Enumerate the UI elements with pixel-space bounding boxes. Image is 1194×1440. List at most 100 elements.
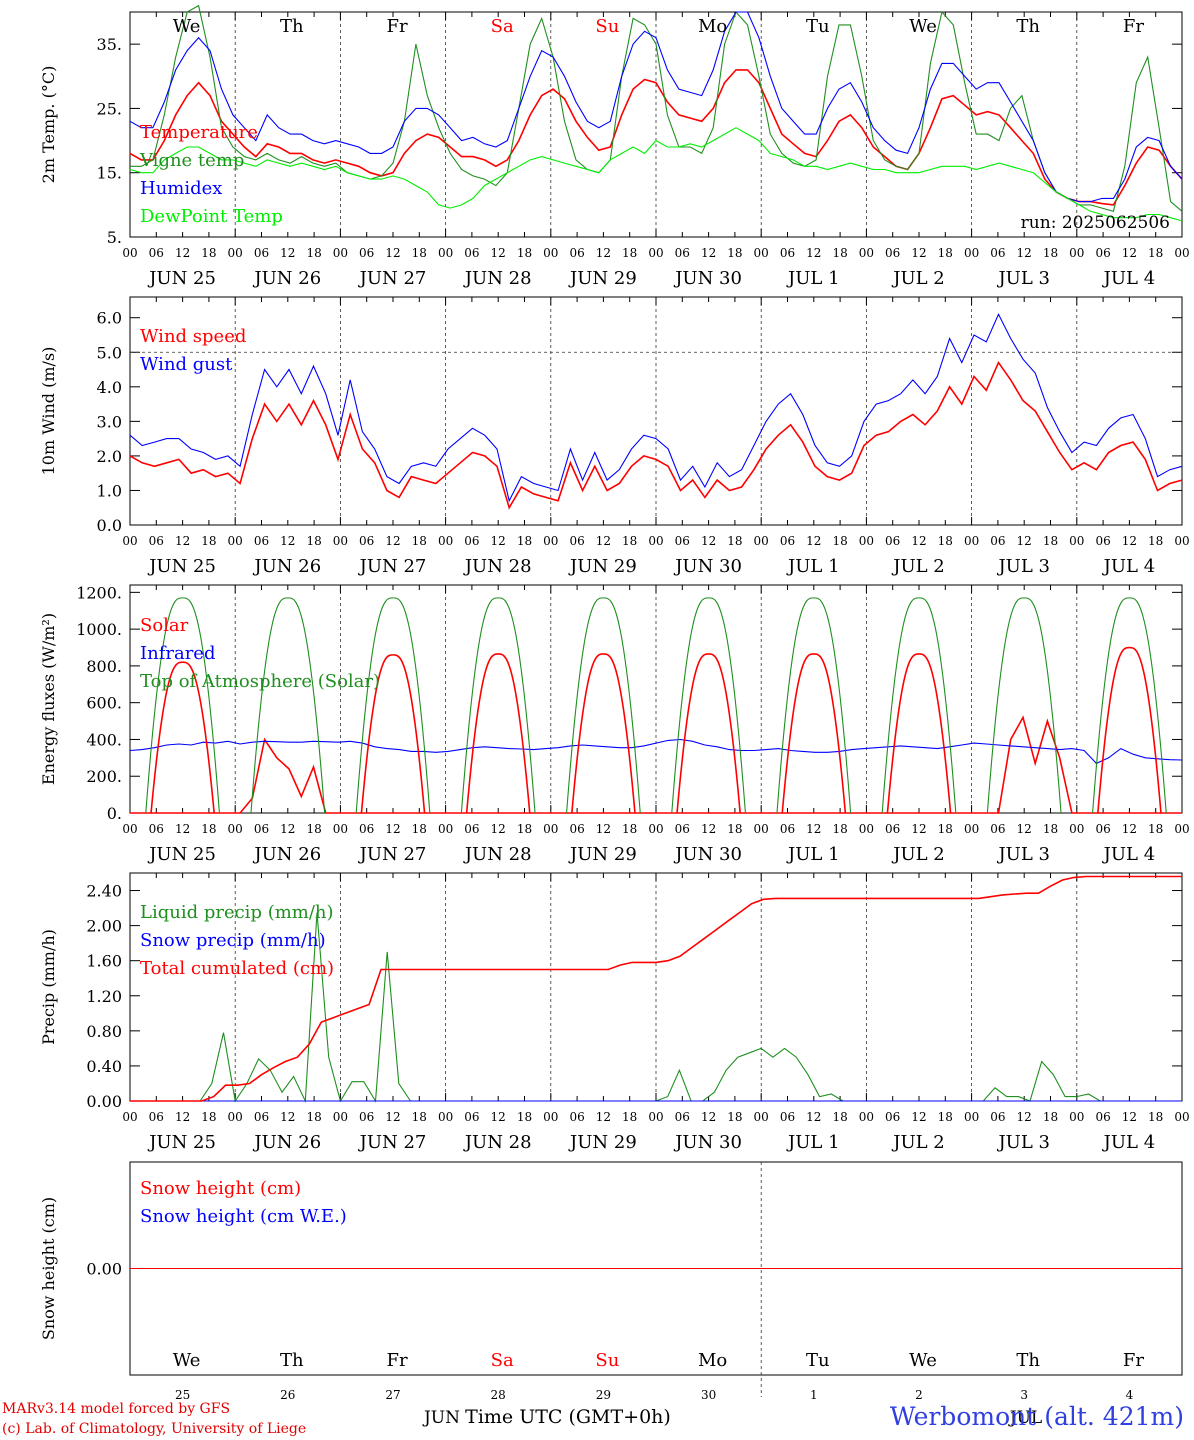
lab-credit: (c) Lab. of Climatology, University of L…	[2, 1421, 307, 1437]
hour-label: 18	[1043, 246, 1058, 260]
run-annotation: run: 2025062506	[1021, 213, 1170, 233]
hour-label: 06	[990, 246, 1005, 260]
hour-label: 00	[648, 822, 663, 836]
date-label: JUN 28	[463, 1132, 532, 1153]
series-line	[129, 738, 1183, 765]
hour-label: 18	[201, 246, 216, 260]
hour-label: 06	[675, 822, 690, 836]
hour-label: 12	[701, 822, 716, 836]
hour-label: 06	[464, 534, 479, 548]
hour-label: 00	[1069, 1110, 1084, 1124]
hour-label: 18	[306, 1110, 321, 1124]
y-tick-label: 800.	[86, 657, 122, 676]
model-credit: MARv3.14 model forced by GFS	[2, 1401, 231, 1417]
hour-label: 06	[254, 822, 269, 836]
weekday-label: We	[909, 16, 937, 37]
hour-label: 06	[780, 246, 795, 260]
weekday-label: Tu	[806, 16, 830, 37]
hour-label: 06	[254, 534, 269, 548]
day-number: 28	[491, 1388, 506, 1402]
hour-label: 06	[1095, 822, 1110, 836]
y-tick-label: 5.	[107, 228, 122, 247]
day-number: 25	[175, 1388, 190, 1402]
hour-label: 06	[359, 1110, 374, 1124]
hour-label: 12	[1122, 822, 1137, 836]
hour-label: 18	[727, 246, 742, 260]
y-tick-label: 0.	[107, 804, 122, 823]
hour-label: 12	[806, 822, 821, 836]
hour-label: 12	[280, 534, 295, 548]
hour-label: 00	[964, 1110, 979, 1124]
hour-label: 06	[569, 1110, 584, 1124]
hour-label: 00	[754, 534, 769, 548]
date-label: JUL 2	[891, 844, 945, 865]
hour-label: 18	[938, 534, 953, 548]
hour-label: 12	[1017, 1110, 1032, 1124]
legend-entry: Infrared	[140, 643, 215, 664]
weekday-label: Su	[595, 1350, 619, 1371]
day-number: 3	[1020, 1388, 1028, 1402]
hour-label: 06	[885, 1110, 900, 1124]
date-label: JUN 27	[358, 556, 427, 577]
y-tick-label: 25.	[97, 99, 122, 118]
hour-label: 18	[412, 534, 427, 548]
hour-label: 18	[622, 534, 637, 548]
hour-label: 00	[543, 1110, 558, 1124]
weekday-label: We	[909, 1350, 937, 1371]
legend-entry: Wind gust	[140, 354, 233, 375]
hour-label: 18	[1148, 822, 1163, 836]
hour-label: 18	[1043, 534, 1058, 548]
legend-entry: Humidex	[140, 178, 222, 199]
y-tick-label: 0.00	[86, 1260, 122, 1279]
y-tick-label: 2.0	[97, 447, 122, 466]
hour-label: 12	[175, 822, 190, 836]
hour-label: 00	[438, 246, 453, 260]
day-number: 2	[915, 1388, 923, 1402]
hour-label: 06	[885, 534, 900, 548]
weekday-label: We	[173, 16, 201, 37]
date-label: JUL 1	[786, 844, 840, 865]
hour-label: 06	[675, 534, 690, 548]
hour-label: 00	[1174, 246, 1189, 260]
legend-entry: Solar	[140, 615, 189, 636]
hour-label: 00	[648, 246, 663, 260]
y-tick-label: 1000.	[76, 620, 122, 639]
hour-label: 00	[1069, 822, 1084, 836]
date-label: JUL 3	[996, 556, 1050, 577]
hour-label: 00	[333, 534, 348, 548]
hour-label: 00	[333, 822, 348, 836]
legend-entry: Liquid precip (mm/h)	[140, 902, 334, 923]
series-line	[129, 127, 1183, 222]
hour-label: 00	[228, 1110, 243, 1124]
y-tick-label: 15.	[97, 164, 122, 183]
date-label: JUL 4	[1102, 1132, 1156, 1153]
hour-label: 18	[622, 1110, 637, 1124]
series-line	[130, 875, 1182, 1102]
date-label: JUN 29	[568, 556, 637, 577]
hour-label: 12	[491, 246, 506, 260]
hour-label: 12	[1122, 1110, 1137, 1124]
y-tick-label: 0.40	[86, 1057, 122, 1076]
hour-label: 12	[1017, 822, 1032, 836]
date-label: JUN 26	[252, 844, 321, 865]
hour-label: 06	[885, 822, 900, 836]
series-line	[129, 11, 1183, 203]
hour-label: 18	[938, 1110, 953, 1124]
hour-label: 00	[543, 246, 558, 260]
day-number: 30	[701, 1388, 716, 1402]
hour-label: 00	[964, 246, 979, 260]
hour-label: 18	[517, 534, 532, 548]
weekday-label: Fr	[1123, 16, 1144, 37]
hour-label: 18	[622, 822, 637, 836]
hour-label: 00	[859, 822, 874, 836]
hour-label: 18	[412, 1110, 427, 1124]
day-number: 1	[810, 1388, 818, 1402]
weekday-label: Mo	[698, 1350, 727, 1371]
hour-label: 12	[596, 534, 611, 548]
hour-label: 12	[175, 1110, 190, 1124]
legend-entry: Snow height (cm W.E.)	[140, 1206, 347, 1227]
date-label: JUL 2	[891, 1132, 945, 1153]
hour-label: 06	[359, 534, 374, 548]
hour-label: 12	[806, 246, 821, 260]
legend-entry: Wind speed	[140, 326, 246, 347]
